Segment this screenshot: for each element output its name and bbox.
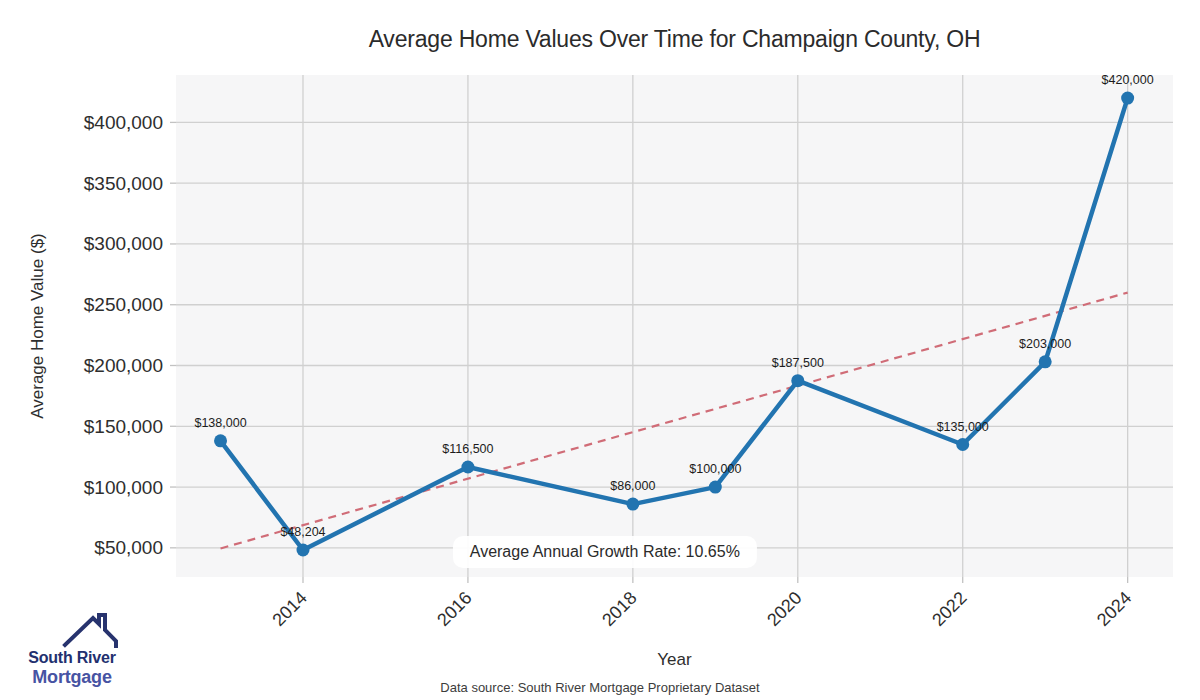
chart-canvas: $50,000 $100,000 $150,000 $200,000 $250,000 $… (0, 0, 1200, 700)
data-point-marker (791, 374, 804, 387)
data-point-label: $86,000 (610, 479, 655, 493)
x-tick-label: 2014 (268, 588, 310, 630)
data-point-marker (1039, 355, 1052, 368)
house-roof-icon (58, 610, 122, 648)
growth-annotation: Average Annual Growth Rate: 10.65% (453, 536, 757, 568)
plot-background (176, 75, 1173, 577)
data-point-marker (1121, 92, 1134, 105)
data-point-marker (214, 434, 227, 447)
data-point-label: $420,000 (1102, 73, 1154, 87)
x-tick-label: 2020 (763, 588, 805, 630)
south-river-mortgage-logo: South River Mortgage (16, 610, 128, 688)
data-point-label: $100,000 (689, 462, 741, 476)
y-tick-label: $250,000 (84, 294, 163, 315)
data-point-label: $116,500 (442, 442, 493, 456)
y-tick-label: $300,000 (84, 233, 163, 254)
data-point-label: $203,000 (1019, 337, 1071, 351)
x-tick-label: 2024 (1093, 588, 1135, 630)
data-point-label: $48,204 (280, 525, 325, 539)
data-point-label: $135,000 (937, 420, 989, 434)
y-tick-label: $200,000 (84, 355, 163, 376)
x-axis-label: Year (176, 650, 1173, 670)
y-tick-label: $50,000 (94, 537, 163, 558)
y-tick-label: $150,000 (84, 416, 163, 437)
chart-figure: Average Home Values Over Time for Champa… (0, 0, 1200, 700)
data-point-marker (709, 481, 722, 494)
x-tick-label: 2022 (928, 588, 970, 630)
data-point-label: $187,500 (772, 356, 824, 370)
data-point-label: $138,000 (194, 416, 246, 430)
data-source-note: Data source: South River Mortgage Propri… (0, 680, 1200, 695)
data-point-marker (296, 544, 309, 557)
y-tick-label: $350,000 (84, 173, 163, 194)
x-tick-label: 2016 (433, 588, 475, 630)
logo-text-south-river: South River (16, 649, 128, 667)
data-point-marker (626, 498, 639, 511)
y-tick-label: $100,000 (84, 477, 163, 498)
x-tick-label: 2018 (598, 588, 640, 630)
data-point-marker (461, 460, 474, 473)
data-point-marker (956, 438, 969, 451)
y-tick-label: $400,000 (84, 112, 163, 133)
